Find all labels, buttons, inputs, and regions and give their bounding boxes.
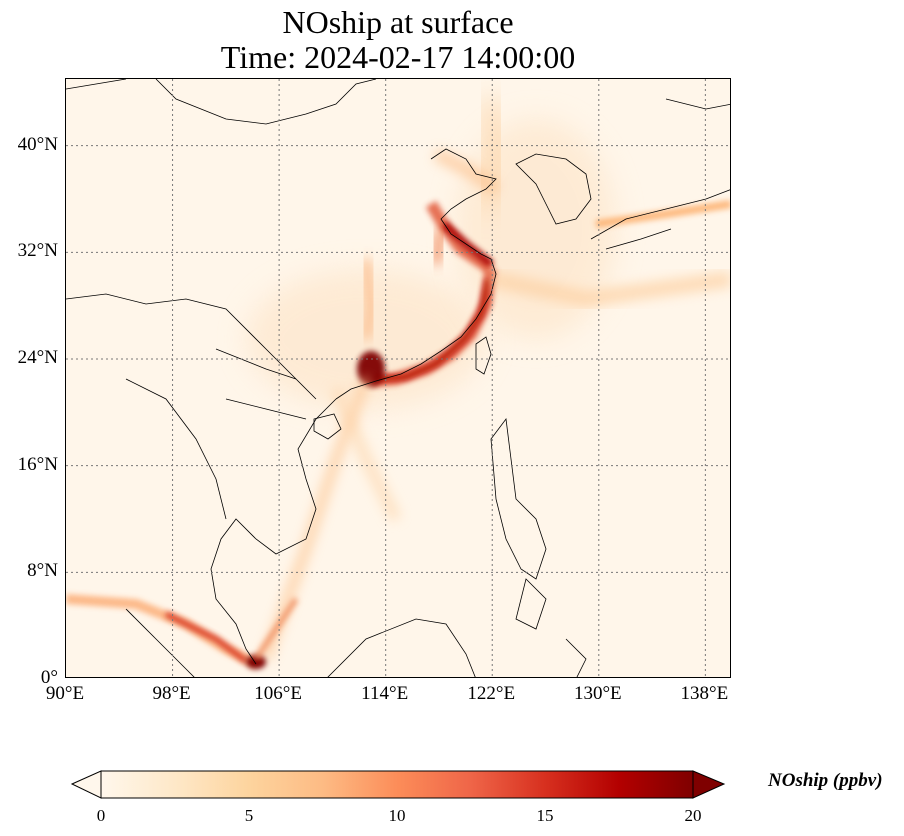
- y-tick-label: 40°N: [17, 133, 58, 155]
- colorbar-bar: [70, 770, 726, 799]
- y-tick-label: 0°: [40, 667, 58, 688]
- colorbar-tick-label: 0: [96, 806, 106, 825]
- y-tick-label: 8°N: [27, 560, 58, 582]
- x-tick-label: 98°E: [152, 683, 191, 704]
- y-tick-label: 32°N: [17, 240, 58, 262]
- colorbar-gradient: [100, 770, 694, 799]
- x-tick-label: 122°E: [467, 683, 516, 704]
- gridlines: [66, 79, 730, 677]
- y-tick-label: 16°N: [17, 453, 58, 475]
- map-plot-area[interactable]: [65, 78, 731, 678]
- map-title: NOship at surface: [282, 4, 514, 40]
- map-canvas: [66, 79, 730, 677]
- x-tick-label: 106°E: [254, 683, 302, 704]
- x-tick-label: 114°E: [361, 683, 409, 704]
- coastlines: [66, 79, 730, 677]
- colorbar-extend-high: [692, 770, 726, 799]
- colorbar-label: NOship (ppbv): [768, 770, 883, 791]
- y-tick-label: 24°N: [17, 347, 58, 368]
- colorbar-tick-label: 10: [388, 806, 406, 825]
- map-subtitle-time: Time: 2024-02-17 14:00:00: [220, 39, 576, 75]
- x-tick-label: 130°E: [573, 683, 622, 704]
- x-tick-label: 90°E: [45, 683, 85, 704]
- colorbar-tick-label: 15: [536, 806, 554, 825]
- x-tick-label: 138°E: [680, 683, 729, 704]
- concentration-plumes: [66, 97, 730, 669]
- colorbar-tick-label: 5: [244, 806, 254, 825]
- colorbar-extend-low: [70, 770, 102, 799]
- colorbar-tick-label: 20: [684, 806, 702, 825]
